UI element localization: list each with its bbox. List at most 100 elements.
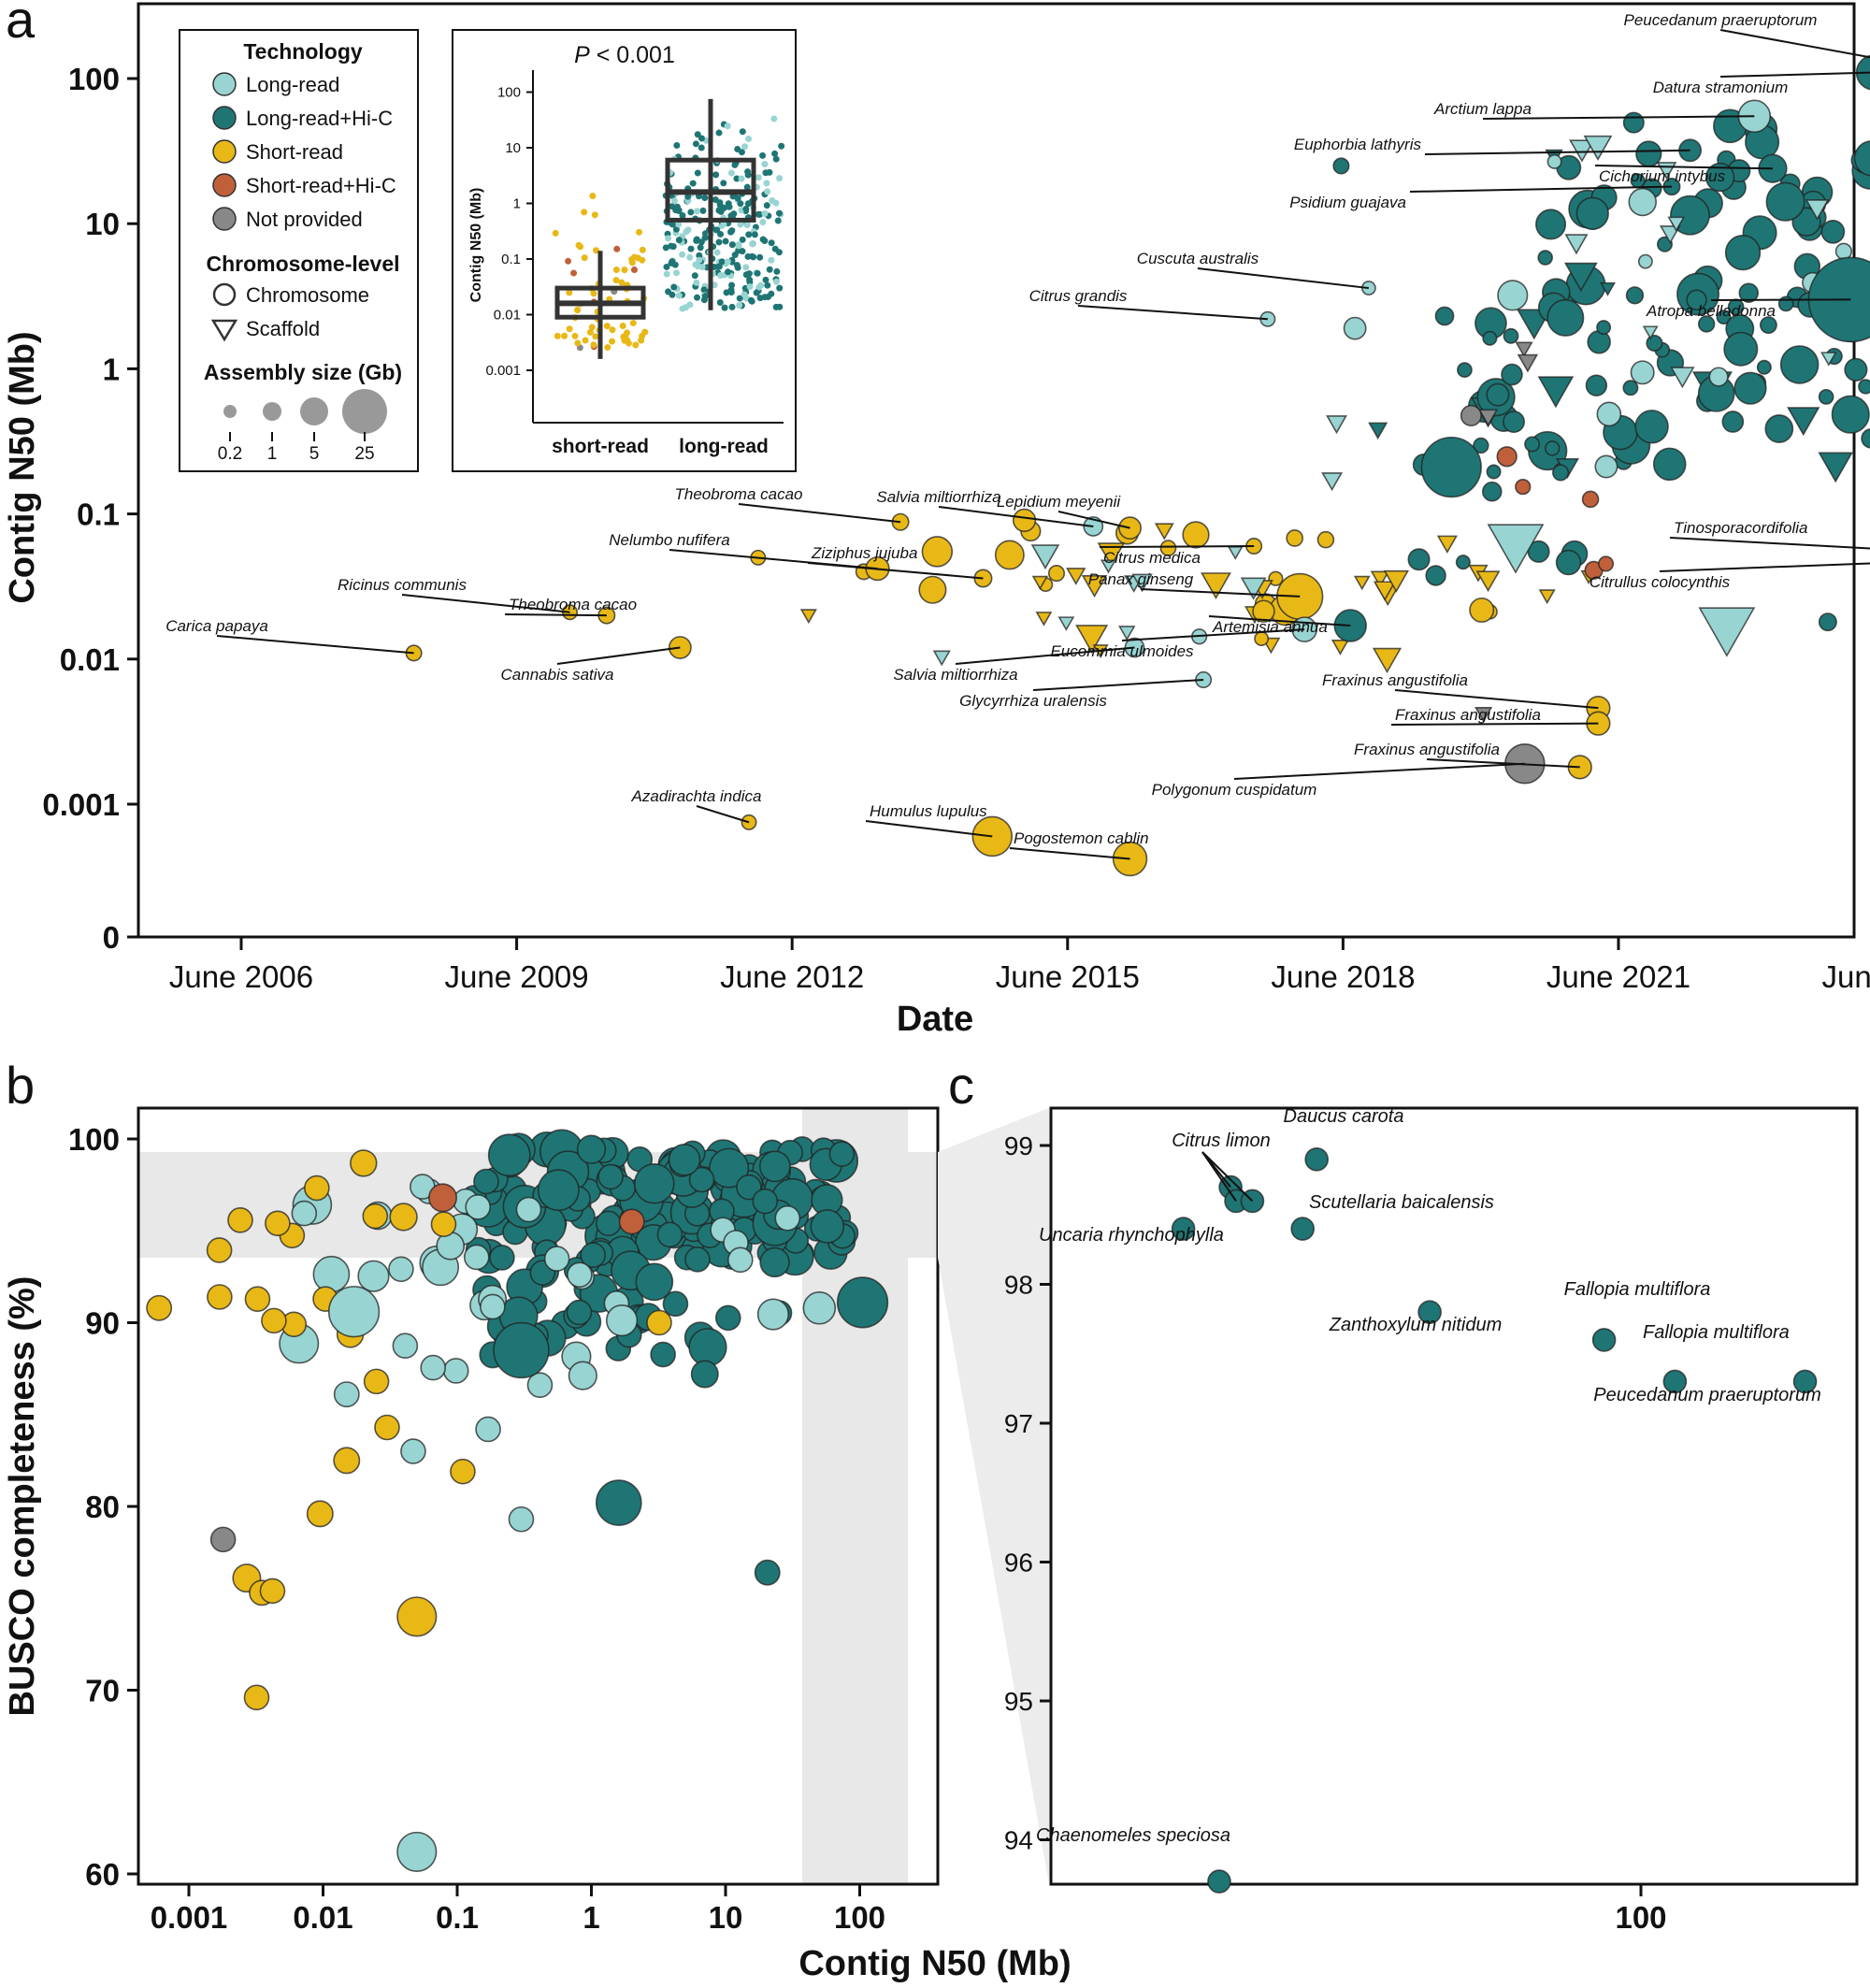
panel-c-species-label: Chaenomeles speciosa xyxy=(1036,1825,1230,1846)
legend-level-title: Chromosome-level xyxy=(206,252,399,276)
inset-jitter-point xyxy=(687,209,695,216)
inset-jitter-point xyxy=(619,323,626,330)
panel-b-point-long-read xyxy=(774,1204,801,1232)
inset-jitter-point xyxy=(739,236,746,243)
panel-a-point-long-read xyxy=(1118,626,1136,641)
panel-b-point-long-read xyxy=(312,1255,351,1293)
panel-b-point-short-read xyxy=(374,1414,400,1441)
inset-jitter-point xyxy=(684,193,692,200)
panel-a-leader-line xyxy=(1208,615,1351,627)
panel-a-species-label: Eucommia ulmoides xyxy=(1050,642,1194,660)
panel-a-point-short-read xyxy=(1159,540,1177,556)
inset-jitter-point xyxy=(764,294,771,301)
inset-jitter-point xyxy=(631,253,639,261)
inset-jitter-point xyxy=(778,142,785,150)
panel-b-y-tick-label: 90 xyxy=(85,1306,120,1341)
inset-jitter-point xyxy=(759,151,767,159)
inset-jitter-point xyxy=(770,115,778,122)
panel-a-point-long-read-hic xyxy=(1724,234,1762,271)
panel-a-leader-line xyxy=(1710,298,1851,301)
panel-a-species-label: Atropa belladonna xyxy=(1646,302,1776,320)
panel-a-point-long-read-hic xyxy=(1818,612,1837,632)
panel-a-point-long-read-hic xyxy=(1723,331,1759,367)
panel-a-point-long-read-hic xyxy=(1818,452,1853,483)
panel-b-point-long-read-hic xyxy=(714,1304,741,1332)
panel-c-x-axis: 100 xyxy=(1615,1884,1667,1935)
inset-jitter-point xyxy=(554,332,561,339)
panel-b-y-tick-label: 60 xyxy=(85,1857,120,1892)
panel-c-points xyxy=(1171,1147,1818,1894)
inset-jitter-point xyxy=(668,242,675,250)
panel-a-frame xyxy=(137,2,1856,939)
inset-boxes xyxy=(554,98,756,359)
inset-jitter-point xyxy=(756,295,764,302)
panel-a-leader-line xyxy=(1057,511,1130,529)
panel-a-point-not-provided xyxy=(1478,409,1499,427)
panel-a-point-not-provided xyxy=(1515,341,1533,358)
inset-jitter-point xyxy=(693,279,700,286)
panel-a-point-long-read-hic xyxy=(1721,411,1745,433)
inset-jitter-point xyxy=(741,291,748,298)
panel-a-point-long-read-hic xyxy=(1503,327,1519,344)
inset-jitter-point xyxy=(675,221,683,228)
panel-a-leader-line xyxy=(1409,185,1672,193)
panel-a-point-long-read xyxy=(1698,607,1756,657)
panel-b-point-long-read xyxy=(726,1246,754,1274)
inset-jitter-point xyxy=(727,169,735,177)
panel-b-point-long-read-hic xyxy=(595,1479,642,1526)
legend-swatch-not-provided xyxy=(212,207,237,231)
panel-b-y-tick-label: 80 xyxy=(85,1490,120,1524)
panel-a-species-labels: Carica papaya Ricinus communis Theobroma c… xyxy=(165,11,1870,860)
panel-b-point-long-read-hic xyxy=(489,1245,515,1271)
inset-jitter-point xyxy=(756,253,764,261)
inset-jitter-point xyxy=(768,239,775,247)
inset-jitter-point xyxy=(675,237,683,244)
inset-y-tick-label: 100 xyxy=(497,85,521,101)
panel-a-point-long-read xyxy=(1030,544,1060,570)
panel-a-point-long-read xyxy=(1326,415,1347,435)
panel-b-point-long-read xyxy=(442,1358,469,1384)
inset-jitter-point xyxy=(691,272,698,280)
panel-a-point-long-read-hic xyxy=(1545,440,1561,456)
panel-a-point-long-read xyxy=(1805,199,1830,221)
panel-a-inset: P < 0.001 Contig N50 (Mb) 100 10 1 0.1 0.01 0… xyxy=(452,29,797,472)
panel-b-point-long-read-hic xyxy=(580,1242,607,1269)
panel-b-frame xyxy=(137,1106,940,1886)
panel-b-point-long-read xyxy=(463,1244,490,1271)
inset-jitter-point xyxy=(698,144,705,151)
inset-jitter-point xyxy=(612,267,620,274)
panel-b-point-long-read-hic xyxy=(754,1559,781,1586)
panel-a-species-label: Citrullus colocynthis xyxy=(1590,573,1731,591)
panel-b-x-tick-label: 1 xyxy=(583,1900,599,1935)
inset-jitter-point xyxy=(728,303,736,310)
legend-technology-label: Long-read xyxy=(246,73,339,96)
panel-b-x-axis: 0.001 0.01 0.1 1 10 100 xyxy=(151,1884,885,1935)
panel-c-y-tick-label: 96 xyxy=(1004,1549,1033,1577)
panel-a-point-long-read-hic xyxy=(1844,357,1868,382)
inset-jitter-point xyxy=(639,246,646,253)
panel-a-legend: Technology Long-read Long-read+Hi-C Short-… xyxy=(179,29,419,472)
panel-a-point-long-read xyxy=(1667,216,1686,233)
panel-a-point-long-read-hic xyxy=(1455,555,1471,570)
panel-a-leader-line xyxy=(1099,545,1255,548)
panel-b-y-tick-label: 70 xyxy=(85,1674,120,1708)
inset-jitter-point xyxy=(772,278,780,285)
panel-a-point-long-read xyxy=(1637,253,1653,269)
inset-jitter-point xyxy=(759,218,767,225)
panel-a-point-short-read xyxy=(1383,569,1410,593)
inset-jitter-point xyxy=(566,289,573,296)
panel-a-point-long-read-hic xyxy=(1765,181,1805,222)
panel-a-point-short-read xyxy=(921,536,954,568)
panel-a-point-long-read-hic xyxy=(1537,376,1575,409)
inset-jitter-point xyxy=(630,267,638,274)
inset-jitter-point xyxy=(749,240,756,248)
inset-jitter-point xyxy=(618,279,626,286)
panel-c-letter: c xyxy=(948,1056,974,1115)
inset-p-value: P < 0.001 xyxy=(574,42,675,68)
inset-jitter-point xyxy=(716,201,724,209)
inset-jitter-point xyxy=(552,229,559,237)
panel-a-leader-line xyxy=(938,506,1094,527)
inset-jitter-point xyxy=(741,143,749,151)
panel-a-point-long-read-hic xyxy=(1425,565,1446,586)
inset-jitter-point xyxy=(742,206,750,213)
